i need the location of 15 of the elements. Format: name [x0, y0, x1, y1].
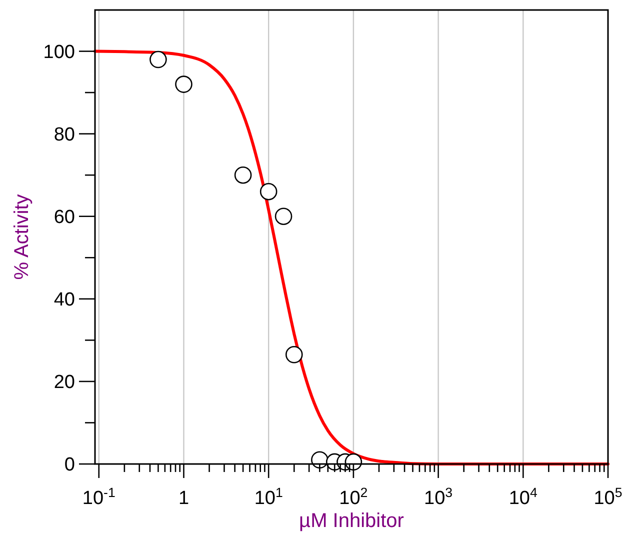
y-tick-label: 60	[54, 207, 75, 228]
x-tick-label: 10$^{3}$	[424, 484, 453, 509]
x-tick-label: 10$^{5}$	[594, 484, 622, 509]
x-axis-title: µM Inhibitor	[299, 510, 404, 532]
x-tick-label: 10$^{1}$	[254, 484, 283, 509]
y-tick-label: 100	[43, 42, 75, 63]
y-tick-label: 80	[54, 124, 75, 146]
x-tick-label: 10$^{4}$	[508, 484, 538, 509]
x-tick-label: 10$^{2}$	[339, 484, 368, 509]
y-axis-title: % Activity	[11, 194, 33, 280]
x-tick-label: 1	[178, 488, 190, 509]
y-tick-label: 20	[54, 372, 75, 394]
y-tick-label: 40	[54, 290, 75, 311]
y-tick-label: 0	[64, 454, 75, 476]
x-tick-label: 10$^{-1}$	[82, 484, 116, 509]
